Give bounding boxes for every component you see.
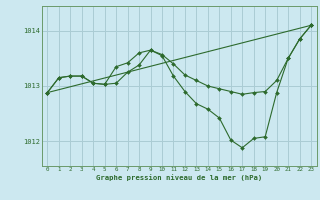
X-axis label: Graphe pression niveau de la mer (hPa): Graphe pression niveau de la mer (hPa) — [96, 174, 262, 181]
